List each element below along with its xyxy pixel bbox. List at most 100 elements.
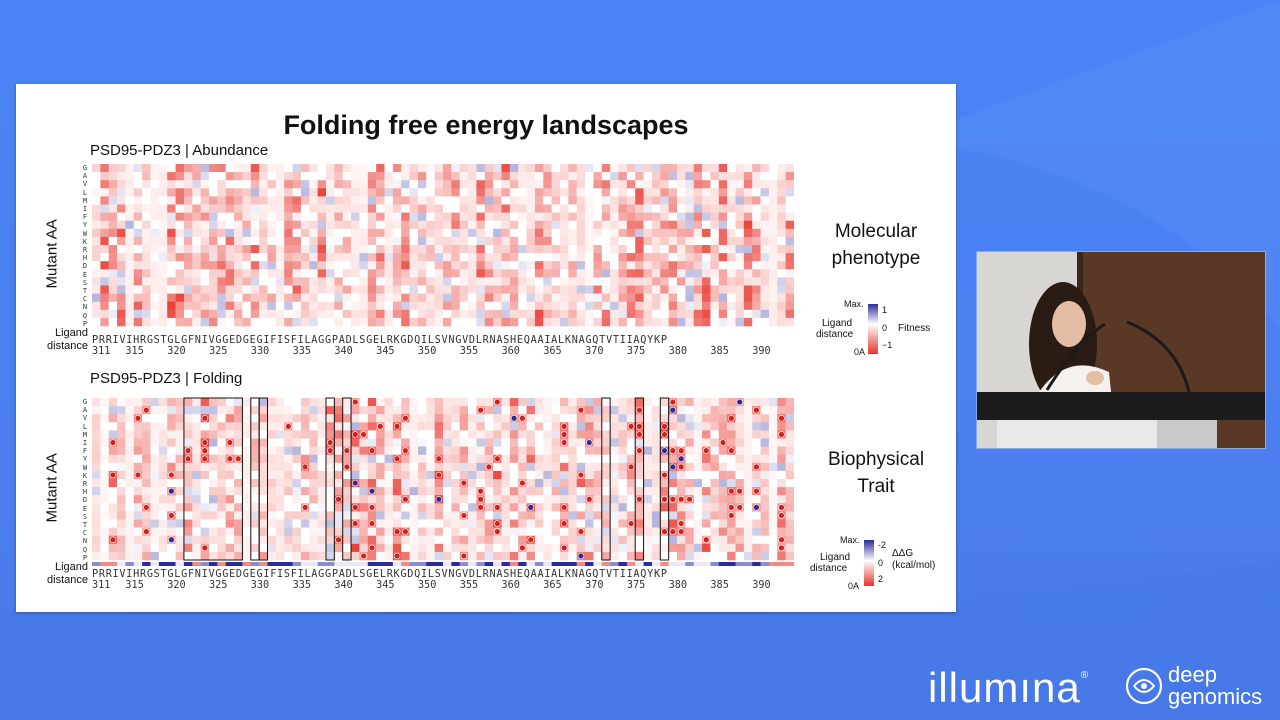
heatmap-cell (710, 527, 720, 536)
heatmap-cell (225, 212, 235, 221)
heatmap-cell (651, 253, 661, 262)
heatmap-cell (643, 398, 653, 407)
heatmap-cell (434, 414, 444, 423)
heatmap-cell (417, 277, 427, 286)
heatmap-cell (685, 172, 695, 181)
heatmap-cell (326, 212, 335, 221)
significance-dot (728, 512, 735, 519)
heatmap-cell (426, 551, 435, 561)
heatmap-cell (668, 261, 678, 270)
heatmap-cell (334, 487, 344, 496)
ligand-distance-cell (92, 562, 101, 566)
heatmap-cell (760, 527, 770, 536)
heatmap-cell (668, 180, 678, 189)
heatmap-cell (560, 196, 569, 205)
heatmap-cell (409, 446, 419, 455)
heatmap-cell (142, 495, 151, 504)
heatmap-cell (150, 172, 160, 181)
heatmap-cell (200, 503, 210, 512)
heatmap-cell (125, 245, 135, 254)
heatmap-cell (342, 228, 352, 238)
heatmap-cell (735, 479, 745, 488)
heatmap-cell (292, 511, 302, 520)
heatmap-cell (317, 309, 327, 319)
heatmap-cell (459, 228, 469, 238)
heatmap-cell (426, 196, 435, 205)
heatmap-cell (209, 503, 218, 512)
heatmap-cell (300, 228, 310, 238)
significance-dot (460, 552, 468, 560)
heatmap-cell (376, 317, 385, 327)
heatmap-cell (718, 269, 728, 278)
heatmap-cell (401, 293, 410, 302)
heatmap-cell (576, 503, 586, 512)
heatmap-cell (234, 236, 243, 246)
heatmap-cell (142, 446, 151, 455)
heatmap-cell (476, 236, 486, 246)
heatmap-cell (468, 309, 477, 319)
heatmap-cell (493, 261, 502, 270)
heatmap-cell (601, 438, 611, 447)
heatmap-cell (668, 164, 678, 173)
heatmap-cell (743, 527, 753, 536)
heatmap-cell (534, 495, 544, 504)
fitness-color-bar (868, 304, 878, 354)
position-label: 335 (292, 346, 311, 357)
heatmap-cell (743, 470, 753, 480)
heatmap-cell (710, 261, 720, 270)
heatmap-cell (677, 220, 686, 230)
heatmap-cell (158, 236, 168, 246)
heatmap-cell (785, 301, 794, 311)
heatmap-cell (768, 196, 778, 205)
significance-dot (586, 439, 593, 446)
heatmap-cell (601, 196, 611, 205)
heatmap-cell (217, 406, 227, 415)
ligand-distance-cell (543, 562, 552, 566)
heatmap-cell (702, 212, 711, 221)
heatmap-cell (568, 462, 578, 472)
heatmap-cell (718, 164, 728, 173)
heatmap-cell (401, 253, 410, 262)
heatmap-cell (768, 414, 778, 423)
heatmap-cell (217, 479, 227, 488)
heatmap-cell (267, 406, 277, 415)
heatmap-cell (718, 196, 728, 205)
heatmap-cell (743, 519, 753, 528)
heatmap-cell (568, 543, 578, 553)
heatmap-cell (568, 301, 578, 311)
heatmap-cell (727, 236, 736, 246)
heatmap-cell (677, 503, 686, 512)
heatmap-cell (484, 269, 494, 278)
heatmap-cell (417, 301, 427, 311)
heatmap-cell (209, 293, 218, 302)
heatmap-cell (250, 253, 260, 262)
heatmap-cell (693, 236, 703, 246)
heatmap-cell (735, 253, 745, 262)
heatmap-cell (568, 293, 578, 302)
heatmap-cell (610, 253, 619, 262)
heatmap-cell (367, 261, 377, 270)
heatmap-cell (551, 406, 561, 415)
heatmap-cell (752, 543, 761, 553)
significance-dot (560, 544, 568, 552)
aa-label: N (82, 537, 88, 546)
heatmap-cell (727, 212, 736, 221)
heatmap-cell (601, 212, 611, 221)
aa-label: G (82, 398, 88, 406)
heatmap-cell (501, 414, 511, 423)
heatmap-cell (275, 228, 285, 238)
heatmap-cell (200, 479, 210, 488)
heatmap-cell (359, 220, 369, 230)
heatmap-cell (300, 245, 310, 254)
heatmap-cell (476, 438, 486, 447)
significance-dot (677, 463, 685, 471)
heatmap-cell (108, 164, 118, 173)
heatmap-cell (526, 527, 536, 536)
heatmap-cell (183, 503, 193, 512)
heatmap-cell (317, 527, 327, 536)
heatmap-cell (760, 535, 770, 545)
heatmap-cell (167, 438, 176, 447)
significance-dot (753, 487, 760, 495)
heatmap-cell (493, 462, 502, 472)
heatmap-cell (284, 398, 293, 407)
